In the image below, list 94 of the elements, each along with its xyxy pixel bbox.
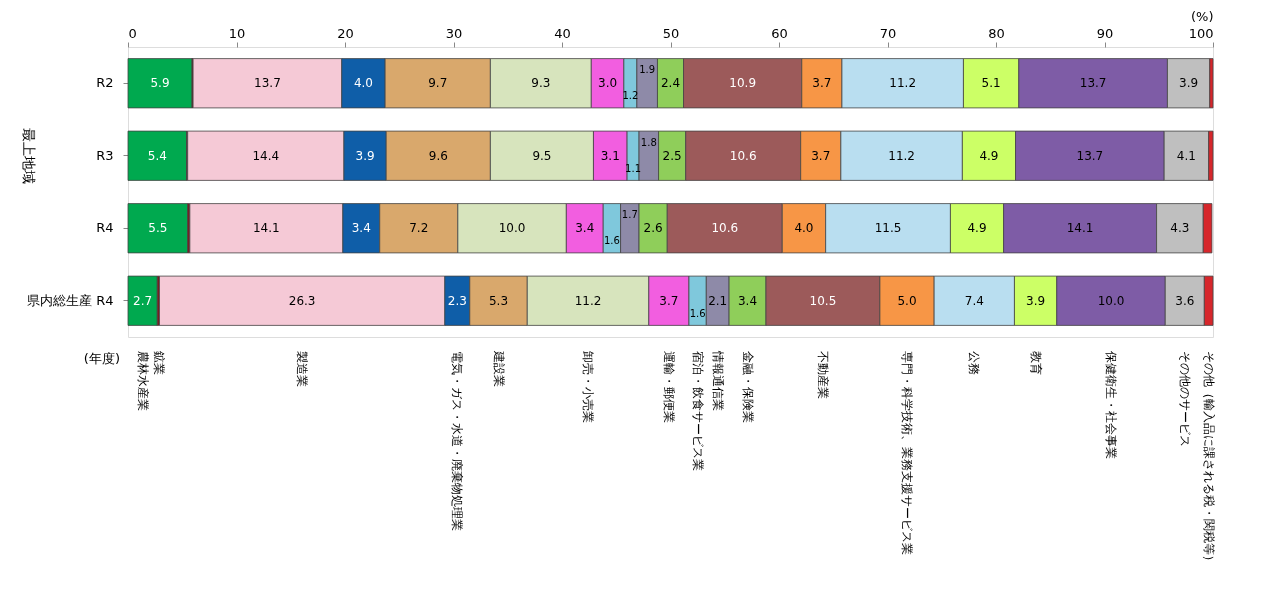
data-label: 10.0 (498, 221, 526, 236)
data-label: 14.1 (1066, 221, 1094, 236)
data-label: 3.7 (812, 76, 832, 91)
data-label: 2.4 (660, 76, 681, 91)
data-label: 3.4 (351, 221, 371, 236)
x-tick-label: 40 (554, 25, 571, 41)
data-label: 26.3 (288, 293, 316, 308)
text: 公務 (967, 351, 982, 375)
data-label: 3.0 (598, 76, 618, 91)
data-label: 4.9 (967, 221, 987, 236)
data-label: 3.9 (1026, 293, 1046, 308)
data-label: 5.3 (488, 293, 509, 308)
data-label: 1.8 (640, 136, 657, 148)
x-axis-title: (%) (1191, 8, 1214, 24)
data-label: 3.4 (737, 293, 758, 308)
data-label: 1.2 (622, 90, 639, 102)
data-label: 3.7 (659, 293, 679, 308)
data-label: 4.1 (1176, 148, 1196, 163)
text: 教育 (1028, 351, 1043, 375)
data-label: 1.6 (689, 307, 706, 319)
text: 保健衛生・社会事業 (1104, 351, 1119, 459)
data-label: 7.4 (964, 293, 984, 308)
data-label: 13.7 (1079, 76, 1107, 91)
data-label: 11.2 (889, 76, 917, 91)
text: その他（輸入品に課される税・関税等） (1201, 351, 1216, 567)
text: 卸売・小売業 (581, 351, 596, 423)
text: 鉱業 (151, 351, 166, 375)
y-tick-label: R2 (96, 75, 114, 91)
text: (年度) (83, 351, 120, 366)
data-label: 9.3 (531, 76, 551, 91)
x-tick-label: 60 (771, 25, 788, 41)
data-label: 7.2 (409, 221, 429, 236)
text: 金融・保険業 (740, 351, 755, 423)
x-tick-label: 80 (988, 25, 1005, 41)
x-tick-label: 20 (337, 25, 354, 41)
data-label: 10.9 (729, 76, 757, 91)
text: 運輸・郵便業 (661, 351, 676, 423)
data-label: 4.9 (979, 148, 999, 163)
x-tick-label: 10 (228, 25, 246, 41)
data-label: 13.7 (1076, 148, 1104, 163)
text: 農林水産業 (135, 351, 150, 411)
data-label: 10.6 (711, 221, 739, 236)
text: 電気・ガス・水道・廃棄物処理業 (450, 351, 465, 531)
data-label: 4.0 (353, 76, 373, 91)
x-tick-label: 30 (445, 25, 463, 41)
data-label: 5.1 (981, 76, 1001, 91)
data-label: 2.6 (643, 221, 663, 236)
data-label: 14.4 (252, 148, 280, 163)
text: 専門・科学技術、業務支援サービス業 (900, 351, 915, 555)
data-label: 1.9 (639, 64, 656, 76)
data-label: 2.7 (133, 293, 153, 308)
data-label: 11.2 (574, 293, 602, 308)
text: 不動産業 (815, 351, 830, 399)
y-tick-label: 県内総生産 R4 (27, 292, 114, 308)
data-label: 9.6 (428, 148, 448, 163)
text: その他のサービス (1177, 351, 1192, 447)
data-label: 1.7 (621, 209, 638, 221)
x-tick-label: 0 (128, 25, 137, 41)
text: 建設業 (491, 350, 506, 387)
data-label: 13.7 (254, 76, 281, 91)
y-tick-label: R3 (96, 147, 114, 163)
data-label: 4.0 (794, 221, 814, 236)
text: 宿泊・飲食サービス業 (690, 351, 705, 471)
x-tick-label: 70 (879, 25, 897, 41)
data-label: 2.1 (708, 293, 728, 308)
text: 製造業 (295, 351, 310, 387)
data-label: 5.0 (897, 293, 917, 308)
data-label: 10.5 (809, 293, 837, 308)
data-label: 3.1 (600, 148, 620, 163)
data-label: 10.0 (1097, 293, 1125, 308)
data-label: 5.4 (147, 148, 167, 163)
data-label: 3.9 (355, 148, 375, 163)
data-label: 3.4 (575, 221, 595, 236)
x-tick-label: 100 (1188, 25, 1214, 41)
data-label: 1.6 (603, 235, 620, 247)
data-label: 11.5 (874, 221, 902, 236)
x-tick-label: 50 (662, 25, 680, 41)
data-label: 14.1 (252, 221, 280, 236)
text: 最上地域 (21, 127, 37, 184)
data-label: 5.5 (148, 221, 168, 236)
data-label: 4.3 (1170, 221, 1190, 236)
data-label: 9.5 (532, 148, 552, 163)
data-label: 2.3 (447, 293, 467, 308)
data-label: 11.2 (888, 148, 915, 163)
x-tick-label: 90 (1096, 25, 1114, 41)
data-label: 3.9 (1179, 76, 1199, 91)
data-label: 9.7 (428, 76, 448, 91)
data-label: 3.7 (811, 148, 831, 163)
data-label: 10.6 (729, 148, 757, 163)
text: 情報通信業 (710, 350, 725, 411)
data-label: 5.9 (150, 76, 170, 91)
y-tick-label: R4 (96, 220, 114, 236)
data-label: 2.5 (662, 148, 682, 163)
data-label: 3.6 (1175, 293, 1195, 308)
